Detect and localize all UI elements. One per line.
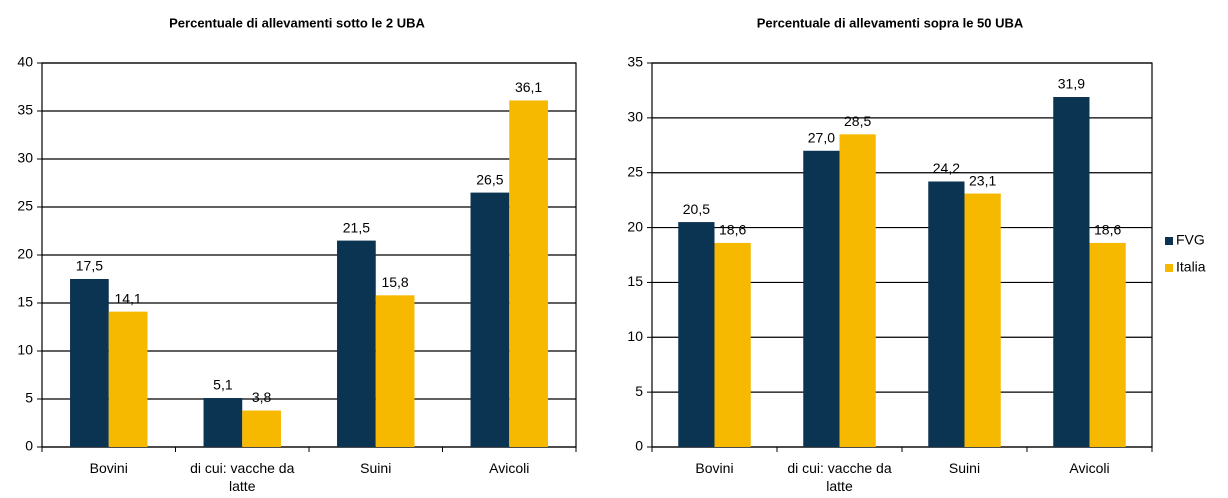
chart-title: Percentuale di allevamenti sopra le 50 U… [757,15,1024,30]
legend-label: FVG [1176,232,1205,248]
value-label: 28,5 [844,113,871,129]
x-tick-label: Avicoli [1069,460,1110,476]
y-tick-label: 20 [17,246,33,262]
x-tick-label: Suini [948,460,981,476]
bar [375,295,415,447]
bar [714,242,751,447]
bar [1089,242,1126,447]
value-label: 18,6 [1094,222,1121,238]
y-tick-label: 5 [25,390,33,406]
x-tick-label: Suini [360,460,392,476]
value-label: 21,5 [343,219,370,235]
y-tick-label: 35 [627,54,643,70]
value-label: 20,5 [683,201,710,217]
value-label: 15,8 [381,274,408,290]
legend-label: Italia [1176,259,1206,275]
x-tick-label: di cui: vacche da latte [787,460,892,494]
value-label: 5,1 [213,377,233,393]
bar [803,150,840,447]
value-label: 36,1 [515,79,542,95]
bar [337,240,376,447]
y-tick-label: 25 [627,163,643,179]
legend-swatch [1165,264,1173,272]
y-tick-label: 25 [17,198,33,214]
value-label: 31,9 [1058,76,1085,92]
bar [70,279,109,447]
bar [509,100,548,447]
y-tick-label: 15 [17,294,33,310]
y-tick-label: 40 [17,54,33,70]
y-tick-label: 15 [627,273,643,289]
value-label: 24,2 [933,160,960,176]
bar [1053,97,1090,448]
bar [203,398,243,447]
y-tick-label: 10 [627,328,643,344]
bar [678,222,715,447]
value-label: 17,5 [76,258,103,274]
chart-title: Percentuale di allevamenti sotto le 2 UB… [169,15,425,30]
legend-swatch [1165,237,1173,245]
value-label: 23,1 [969,172,996,188]
y-tick-label: 0 [635,438,643,454]
value-label: 26,5 [476,171,503,187]
x-tick-label: Bovini [89,460,128,476]
y-tick-label: 20 [627,218,643,234]
y-tick-label: 5 [635,383,643,399]
bar [928,181,965,447]
x-tick-label: Bovini [695,460,734,476]
y-tick-label: 30 [627,109,643,125]
value-label: 18,6 [719,222,746,238]
y-tick-label: 35 [17,102,33,118]
value-label: 27,0 [808,129,835,145]
x-tick-label: Avicoli [489,460,530,476]
bar [242,410,281,447]
y-tick-label: 10 [17,342,33,358]
value-label: 14,1 [114,290,141,306]
y-tick-label: 0 [25,438,33,454]
bar [839,134,876,448]
bar [108,311,148,447]
x-tick-label: di cui: vacche da latte [190,460,295,494]
bar [964,193,1001,447]
bar [470,192,510,447]
y-tick-label: 30 [17,150,33,166]
value-label: 3,8 [252,389,272,405]
